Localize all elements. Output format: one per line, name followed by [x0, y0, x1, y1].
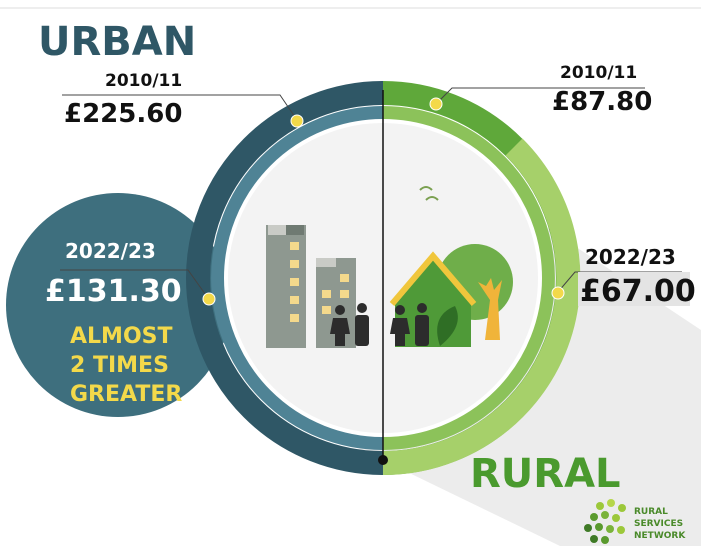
buildings-icon	[266, 225, 356, 348]
logo-text: NETWORK	[634, 531, 686, 541]
rural-icon	[389, 186, 513, 347]
rural-ring-light	[382, 138, 581, 476]
note-line: ALMOST	[70, 324, 173, 349]
rural-early-amount: £87.80	[552, 87, 652, 117]
divider-dot	[378, 455, 388, 465]
urban-recent-period: 2022/23	[65, 239, 156, 263]
rural-early-period: 2010/11	[560, 63, 637, 83]
amount-bg	[578, 272, 690, 306]
urban-early-period: 2010/11	[105, 71, 182, 91]
logo-mark	[584, 499, 626, 544]
note-line: GREATER	[70, 382, 182, 407]
note-line: 2 TIMES	[70, 353, 169, 378]
rural-title: RURAL	[470, 451, 621, 497]
urban-recent-amount: £131.30	[45, 274, 182, 309]
people-urban	[330, 303, 369, 346]
leader-dots	[202, 97, 565, 306]
logo-text: RURAL	[634, 507, 668, 517]
urban-badge	[6, 193, 230, 417]
urban-ring-inner	[211, 106, 384, 450]
rural-recent-period: 2022/23	[585, 245, 676, 269]
urban-title: URBAN	[38, 19, 196, 65]
rural-recent-amount: £67.00	[580, 274, 696, 309]
urban-ring	[186, 81, 384, 475]
logo-text: SERVICES	[634, 519, 683, 529]
rural-ring-inner	[382, 106, 555, 450]
urban-early-amount: £225.60	[64, 99, 182, 129]
leaders	[60, 87, 682, 299]
